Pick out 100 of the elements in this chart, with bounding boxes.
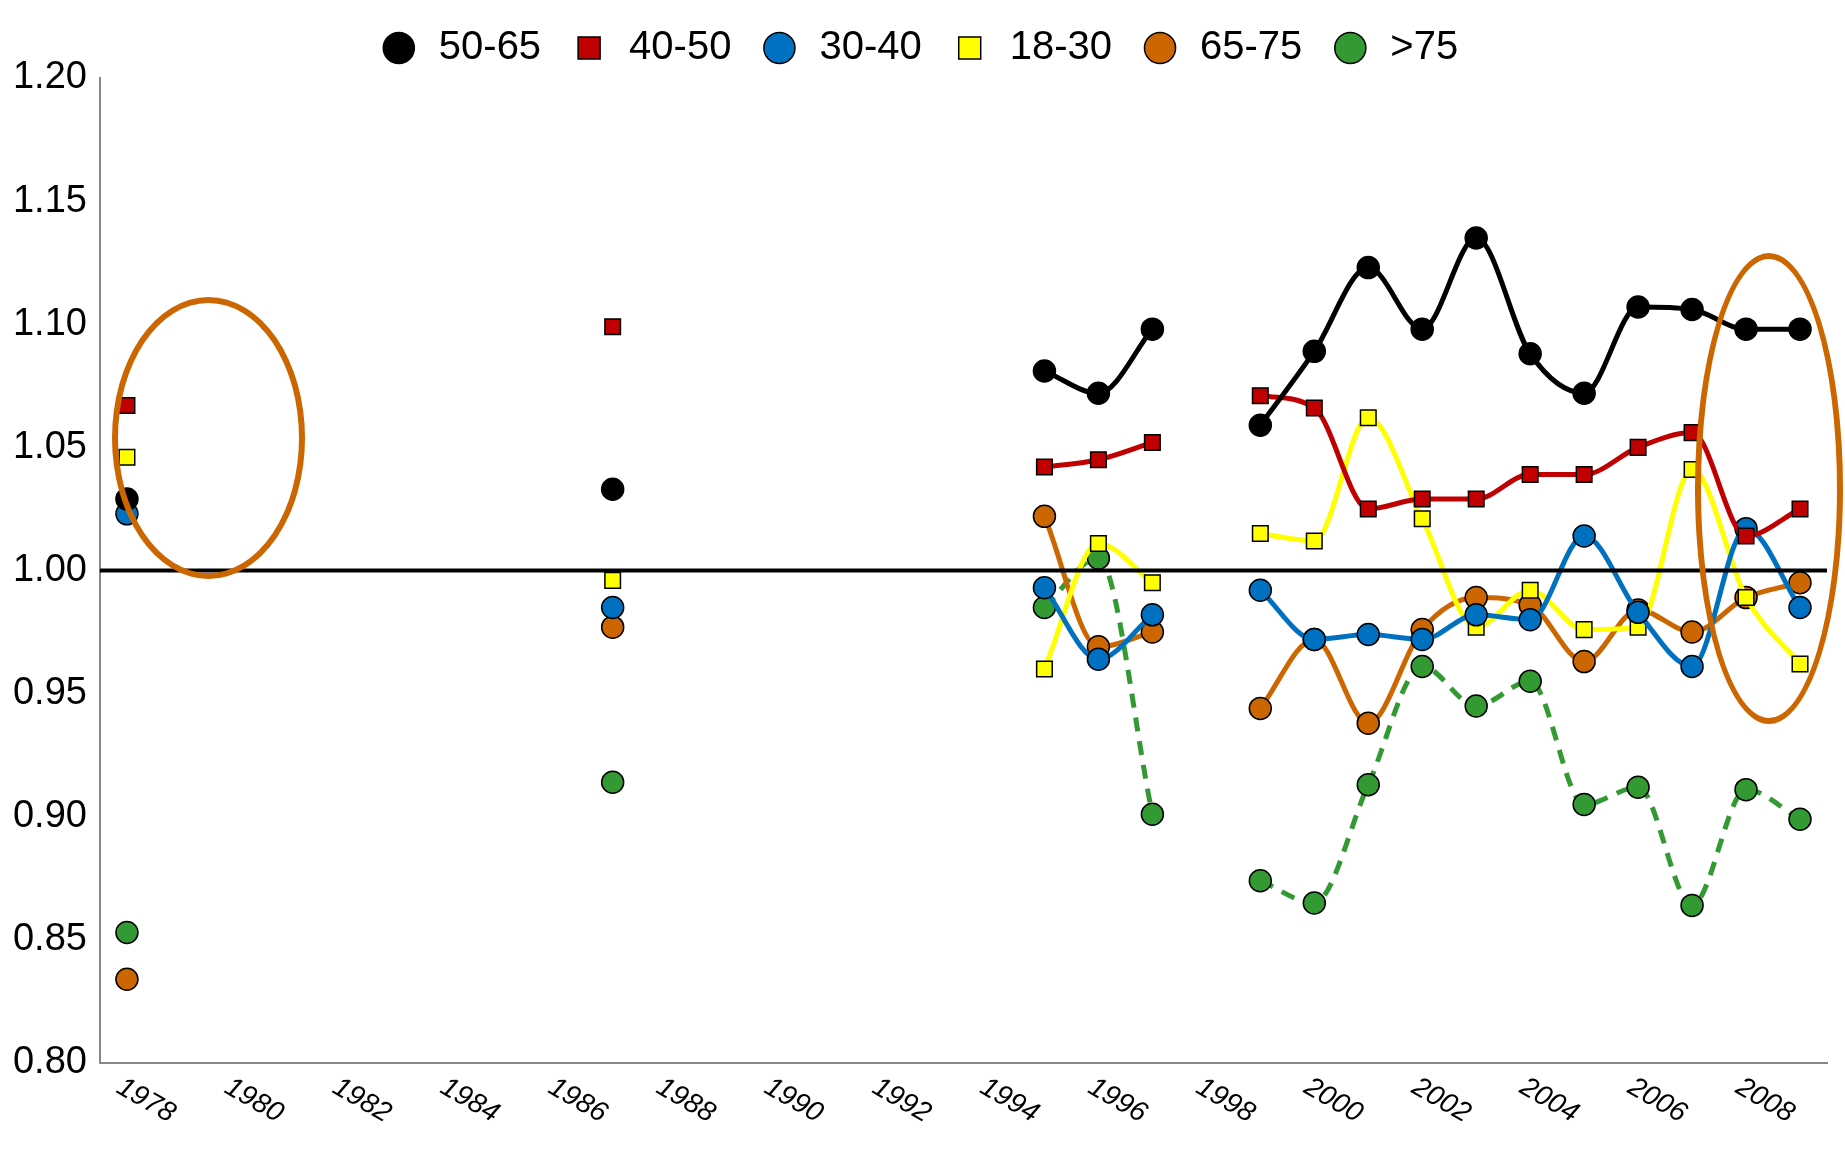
y-tick-label: 1.10 (12, 300, 87, 343)
point (1413, 510, 1431, 528)
x-tick-label: 2004 (1514, 1069, 1585, 1129)
point (1140, 317, 1165, 341)
y-tick-label: 0.90 (12, 793, 87, 836)
point (1410, 627, 1434, 652)
x-tick-label: 1988 (651, 1070, 722, 1129)
y-tick-label: 0.80 (12, 1039, 87, 1082)
point (1140, 802, 1165, 827)
point (1629, 438, 1647, 456)
point (1140, 603, 1165, 627)
legend-label: >75 (1390, 23, 1459, 68)
point (1143, 574, 1161, 592)
y-tick-label: 0.95 (12, 670, 87, 713)
point (118, 448, 136, 466)
point (1305, 532, 1323, 550)
point (1356, 255, 1381, 280)
point (1410, 654, 1434, 679)
point (1248, 413, 1273, 437)
point (1032, 359, 1057, 383)
point (1302, 891, 1327, 915)
point (1791, 655, 1809, 673)
point (1518, 608, 1542, 632)
point (1086, 381, 1111, 405)
point (1791, 500, 1809, 518)
x-tick-label: 1994 (975, 1070, 1045, 1129)
point (1413, 490, 1431, 508)
point (1143, 433, 1161, 451)
y-tick-label: 1.05 (12, 423, 87, 466)
x-tick-label: 2008 (1730, 1069, 1801, 1129)
point (1734, 777, 1758, 802)
legend-label: 65-75 (1200, 23, 1303, 68)
point (1410, 317, 1434, 341)
y-tick-label: 1.00 (12, 546, 87, 589)
point (1248, 869, 1273, 893)
y-tick-label: 1.20 (12, 54, 87, 97)
point (1572, 649, 1596, 674)
legend-label: 30-40 (819, 23, 922, 68)
point (1680, 620, 1704, 644)
point (1251, 525, 1269, 543)
point (1251, 387, 1269, 405)
x-tick-label: 1998 (1191, 1070, 1262, 1129)
point (1464, 694, 1488, 718)
point (1521, 581, 1539, 599)
point (1089, 451, 1107, 469)
point (1680, 297, 1704, 322)
y-tick-label: 0.85 (12, 916, 87, 959)
point (1680, 654, 1704, 679)
point (1305, 399, 1323, 417)
point (1575, 465, 1593, 483)
x-tick-label: 2000 (1298, 1069, 1370, 1129)
x-tick-label: 1978 (112, 1070, 182, 1129)
point (1086, 647, 1111, 671)
point (1032, 575, 1057, 600)
point (604, 571, 622, 589)
point (1572, 524, 1596, 548)
point (1359, 500, 1377, 518)
point (1359, 409, 1377, 427)
point (1572, 792, 1596, 817)
point (600, 770, 625, 795)
point (1572, 381, 1596, 405)
point (1788, 571, 1812, 595)
legend-label: 40-50 (629, 23, 732, 68)
x-tick-label: 2006 (1622, 1069, 1693, 1129)
point (115, 967, 139, 992)
point (1356, 772, 1381, 797)
legend-label: 18-30 (1009, 23, 1113, 68)
point (1734, 317, 1758, 341)
point (1035, 660, 1053, 678)
x-tick-label: 2002 (1406, 1069, 1478, 1129)
x-tick-label: 1996 (1083, 1070, 1154, 1129)
point (1518, 669, 1542, 694)
point (1626, 775, 1650, 799)
x-tick-label: 1984 (435, 1070, 506, 1129)
point (1248, 578, 1273, 602)
x-tick-label: 1982 (327, 1070, 398, 1129)
point (1575, 621, 1593, 639)
point (1035, 458, 1053, 476)
point (1626, 295, 1650, 319)
point (1302, 339, 1327, 364)
point (600, 477, 625, 501)
point (1788, 317, 1812, 341)
point (604, 318, 622, 336)
y-tick-label: 1.15 (12, 177, 87, 220)
point (600, 595, 625, 620)
x-tick-label: 1980 (219, 1070, 290, 1129)
point (1356, 622, 1381, 647)
x-tick-label: 1986 (543, 1070, 614, 1129)
point (1248, 696, 1273, 721)
point (1356, 711, 1381, 735)
point (1788, 595, 1812, 620)
point (115, 920, 139, 945)
x-tick-label: 1990 (759, 1070, 830, 1129)
legend-label: 50-65 (438, 23, 542, 68)
point (1089, 534, 1107, 552)
point (1464, 603, 1488, 627)
point (1521, 465, 1539, 483)
point (1788, 807, 1812, 831)
point (1680, 893, 1704, 918)
point (1032, 504, 1057, 529)
